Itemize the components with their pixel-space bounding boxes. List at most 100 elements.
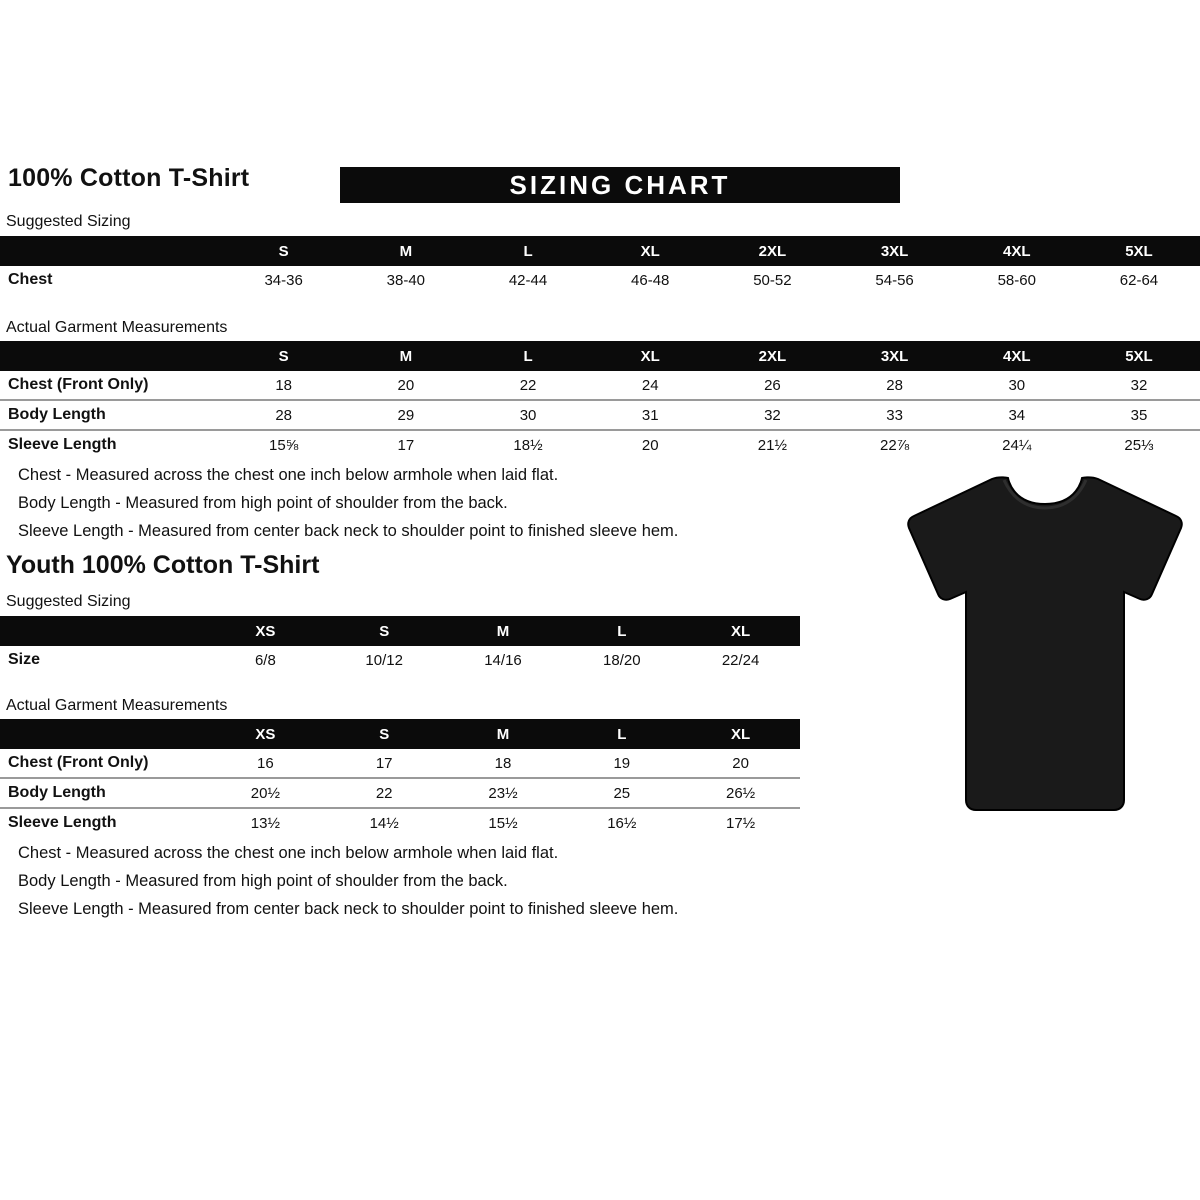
column-header: 5XL — [1125, 242, 1153, 260]
column-header: 4XL — [1003, 242, 1031, 260]
cell: 28 — [886, 376, 903, 394]
column-header: 3XL — [880, 347, 909, 365]
column-header: M — [496, 622, 510, 640]
youth-suggested-sizing-label: Suggested Sizing — [6, 593, 131, 610]
column-header: XS — [255, 622, 276, 640]
row-label: Chest (Front Only) — [8, 754, 149, 771]
row-label: Chest (Front Only) — [8, 376, 149, 393]
cell: 50-52 — [753, 271, 792, 289]
cell: 22⅞ — [879, 436, 910, 454]
cell: 21½ — [757, 436, 787, 454]
cell: 32 — [764, 406, 781, 424]
cell: 34-36 — [264, 271, 303, 289]
cell: 58-60 — [997, 271, 1036, 289]
column-header: 3XL — [880, 242, 909, 260]
youth-actual-measurements-table: XS S M L XL Chest (Front Only) 16 17 18 … — [0, 719, 800, 837]
adult-actual-measurements-table: S M L XL 2XL 3XL 4XL 5XL Chest (Front On… — [0, 341, 1200, 459]
cell: 20½ — [250, 784, 280, 802]
table-header-row: XS S M L XL — [0, 616, 800, 646]
column-header: L — [617, 622, 627, 640]
youth-section-title: Youth 100% Cotton T-Shirt — [6, 551, 320, 579]
cell: 17½ — [725, 814, 756, 832]
row-label: Body Length — [8, 406, 106, 423]
cell: 22 — [375, 784, 393, 802]
note-body-length: Body Length - Measured from high point o… — [18, 872, 508, 890]
adult-measurement-notes: Chest - Measured across the chest one in… — [18, 461, 678, 545]
cell: 6/8 — [254, 651, 276, 669]
column-header: XS — [255, 725, 276, 743]
column-header: XL — [640, 347, 660, 365]
cell: 28 — [275, 406, 292, 424]
cell: 38-40 — [386, 271, 426, 289]
tshirt-icon — [907, 476, 1183, 811]
cell: 30 — [519, 406, 537, 424]
table-header-row: XS S M L XL — [0, 719, 800, 749]
table-header-row: S M L XL 2XL 3XL 4XL 5XL — [0, 341, 1200, 371]
row-label: Size — [8, 651, 41, 668]
cell: 54-56 — [875, 271, 914, 289]
cell: 30 — [1008, 376, 1026, 394]
cell: 29 — [397, 406, 415, 424]
row-label: Sleeve Length — [8, 436, 117, 453]
cell: 34 — [1008, 406, 1026, 424]
column-header: L — [523, 347, 533, 365]
column-header: L — [523, 242, 533, 260]
cell: 19 — [613, 754, 631, 772]
column-header: M — [399, 242, 413, 260]
cell: 22/24 — [721, 651, 760, 669]
column-header: M — [399, 347, 413, 365]
column-header: L — [617, 725, 627, 743]
cell: 14/16 — [484, 651, 522, 669]
sizing-chart-banner: SIZING CHART — [340, 167, 900, 203]
cell: 42-44 — [508, 271, 548, 289]
table-row: Chest (Front Only) 16 17 18 19 20 — [0, 749, 800, 777]
cell: 16 — [257, 754, 274, 772]
cell: 33 — [886, 406, 903, 424]
cell: 26½ — [725, 784, 756, 802]
cell: 24¼ — [1002, 436, 1032, 454]
note-body-length: Body Length - Measured from high point o… — [18, 494, 508, 512]
table-row: Body Length 20½ 22 23½ 25 26½ — [0, 777, 800, 807]
cell: 18 — [275, 376, 292, 394]
cell: 15½ — [488, 814, 518, 832]
cell: 15⅝ — [269, 436, 299, 454]
note-chest: Chest - Measured across the chest one in… — [18, 844, 559, 862]
column-header: M — [496, 725, 510, 743]
table-row: Size 6/8 10/12 14/16 18/20 22/24 — [0, 646, 800, 674]
cell: 18/20 — [603, 651, 641, 669]
sizing-chart-banner-text: SIZING CHART — [509, 170, 731, 200]
cell: 20 — [641, 436, 659, 454]
note-chest: Chest - Measured across the chest one in… — [18, 466, 559, 484]
cell: 25⅓ — [1124, 436, 1154, 454]
cell: 18½ — [513, 436, 543, 454]
youth-measurement-notes: Chest - Measured across the chest one in… — [18, 839, 678, 923]
column-header: 5XL — [1125, 347, 1153, 365]
cell: 26 — [764, 376, 781, 394]
table-row: Sleeve Length 15⅝ 17 18½ 20 21½ 22⅞ 24¼ … — [0, 429, 1200, 459]
column-header: S — [278, 242, 289, 260]
cell: 32 — [1130, 376, 1148, 394]
table-row: Sleeve Length 13½ 14½ 15½ 16½ 17½ — [0, 807, 800, 837]
cell: 18 — [494, 754, 512, 772]
column-header: 2XL — [758, 242, 787, 260]
column-header: 4XL — [1003, 347, 1031, 365]
cell: 46-48 — [631, 271, 670, 289]
tshirt-illustration — [900, 470, 1190, 815]
column-header: S — [379, 622, 390, 640]
row-label: Chest — [8, 271, 53, 288]
table-header-row: S M L XL 2XL 3XL 4XL 5XL — [0, 236, 1200, 266]
column-header: XL — [640, 242, 660, 260]
column-header: S — [379, 725, 390, 743]
cell: 20 — [732, 754, 749, 772]
table-row: Chest (Front Only) 18 20 22 24 26 28 30 … — [0, 371, 1200, 399]
cell: 20 — [397, 376, 415, 394]
adult-suggested-sizing-label: Suggested Sizing — [6, 213, 131, 230]
adult-section-title: 100% Cotton T-Shirt — [8, 164, 250, 192]
cell: 62-64 — [1119, 271, 1159, 289]
cell: 22 — [519, 376, 537, 394]
cell: 31 — [641, 406, 659, 424]
cell: 23½ — [488, 784, 518, 802]
note-sleeve-length: Sleeve Length - Measured from center bac… — [18, 522, 679, 540]
cell: 35 — [1130, 406, 1148, 424]
